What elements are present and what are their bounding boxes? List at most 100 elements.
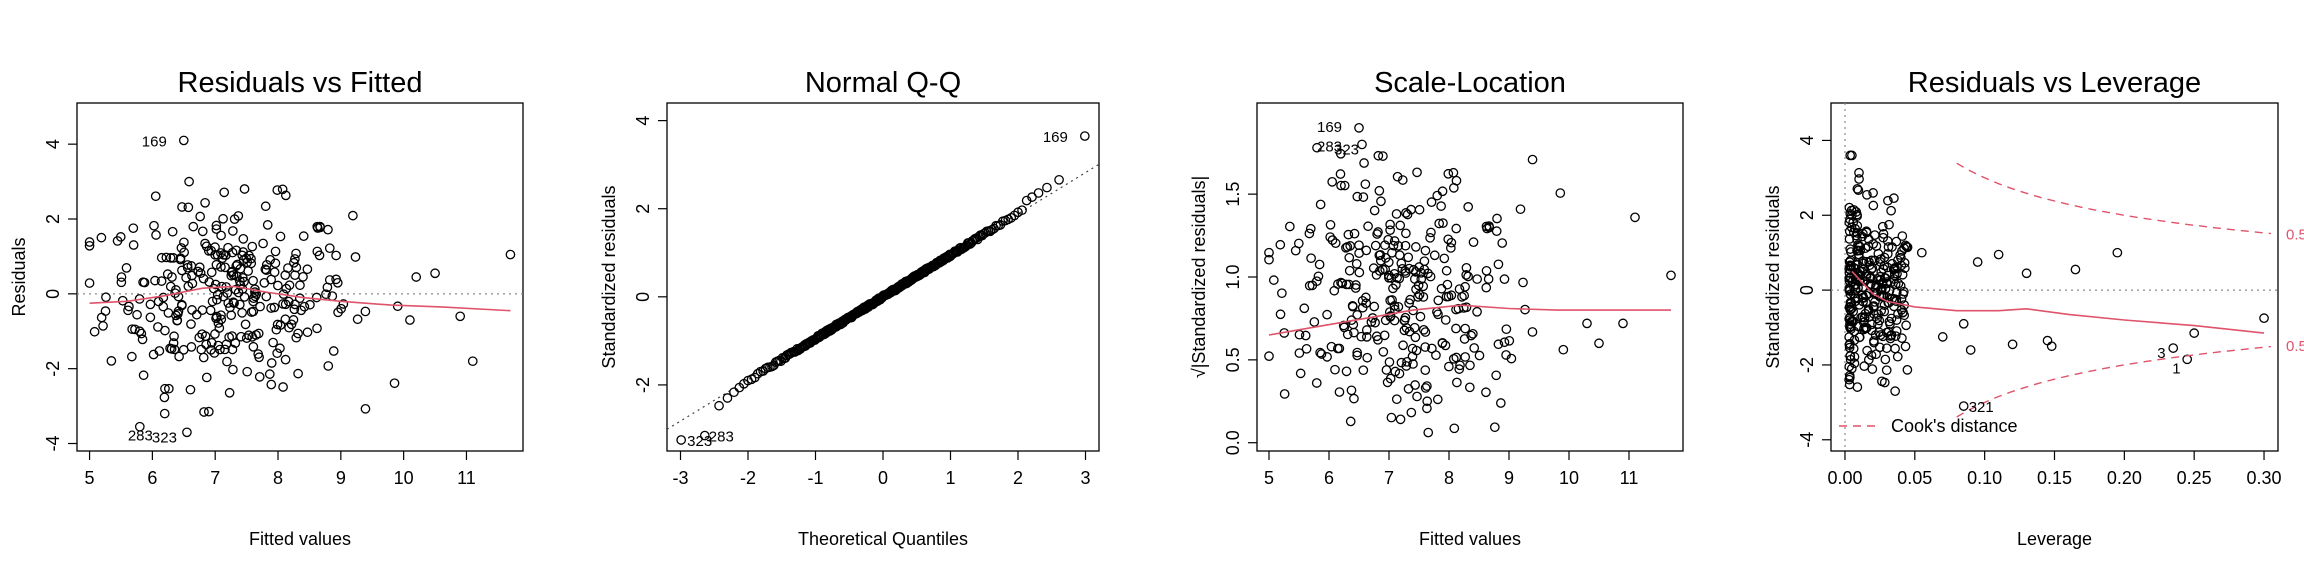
data-point [1497, 238, 1508, 248]
data-point [1459, 290, 1470, 301]
data-point [200, 197, 210, 208]
data-point [1300, 330, 1311, 341]
data-point [1398, 340, 1408, 351]
highlighted-point [178, 135, 189, 146]
y-tick-label: 4 [43, 139, 63, 149]
data-point [1356, 331, 1367, 342]
data-point [1363, 221, 1373, 232]
data-point [1845, 312, 1855, 323]
data-point [216, 314, 227, 325]
data-point [1275, 309, 1286, 320]
data-point [1884, 316, 1895, 327]
data-point [1268, 275, 1279, 285]
data-point [1862, 189, 1872, 200]
data-point [350, 252, 361, 262]
data-point [216, 230, 226, 241]
data-point [161, 252, 172, 263]
data-point [1582, 318, 1592, 329]
data-point [222, 356, 232, 367]
data-point [273, 280, 283, 291]
point-label: 3 [2157, 345, 2165, 362]
data-point [1491, 370, 1502, 381]
data-point [200, 238, 210, 249]
cooks-contour-label: 0.5 [2286, 226, 2304, 243]
data-point [1409, 274, 1420, 284]
data-point [254, 371, 265, 382]
data-point [1315, 347, 1325, 358]
data-point [1460, 323, 1471, 334]
data-point [1870, 330, 1881, 340]
data-point [262, 220, 273, 230]
data-point [1420, 365, 1431, 376]
data-point [168, 338, 179, 348]
data-point [1853, 240, 1863, 250]
data-point [1867, 364, 1878, 374]
data-point [1460, 352, 1471, 362]
x-axis-label: Fitted values [249, 529, 351, 549]
data-point [121, 263, 132, 273]
data-point [289, 257, 299, 268]
y-tick-label: 2 [43, 214, 63, 224]
data-point [405, 315, 415, 325]
data-point [201, 372, 212, 383]
data-point [1446, 237, 1457, 248]
data-point [1881, 365, 1892, 376]
point-label: 1 [2172, 360, 2180, 377]
data-point [1304, 228, 1315, 239]
data-point [1846, 210, 1857, 221]
data-point [1416, 267, 1426, 278]
data-point [1403, 383, 1414, 394]
data-point [145, 312, 156, 323]
data-point [1379, 330, 1390, 341]
data-point [1463, 271, 1473, 282]
data-point [1432, 394, 1443, 405]
x-tick-label: 0.30 [2247, 468, 2282, 488]
panel-title: Residuals vs Leverage [1908, 67, 2201, 99]
data-point [1892, 269, 1902, 279]
data-point [209, 348, 220, 358]
data-point [1499, 274, 1510, 284]
data-point [299, 301, 310, 312]
data-point [1311, 276, 1322, 287]
data-point [266, 379, 277, 390]
data-point [216, 262, 226, 272]
data-point [1415, 311, 1426, 322]
data-point [1388, 240, 1399, 251]
data-point [1335, 169, 1346, 179]
data-point [1404, 263, 1415, 274]
highlighted-point [676, 435, 687, 445]
data-point [1413, 292, 1423, 302]
data-point [201, 339, 212, 350]
y-axis-label: Standardized residuals [1763, 185, 1783, 368]
x-tick-label: 7 [210, 468, 220, 488]
data-point [139, 277, 150, 288]
data-point [1295, 368, 1306, 379]
data-point [331, 250, 341, 261]
data-point [237, 250, 248, 261]
data-point [1425, 271, 1436, 282]
data-point [1443, 234, 1454, 245]
data-point [1863, 305, 1874, 316]
data-point [1360, 179, 1371, 190]
data-point [332, 277, 343, 288]
data-point [163, 308, 174, 318]
data-point [206, 245, 217, 256]
data-point [505, 249, 516, 260]
data-point [1391, 394, 1402, 405]
data-point [1937, 332, 1948, 342]
data-point [321, 289, 331, 300]
data-point [244, 250, 254, 261]
data-point [1361, 325, 1372, 335]
data-point [177, 202, 187, 212]
data-point [123, 305, 133, 316]
data-point [1965, 345, 1976, 355]
data-point [1042, 182, 1052, 193]
data-point [1853, 185, 1864, 196]
data-point [1868, 200, 1879, 211]
data-point [1392, 171, 1403, 182]
point-label: 283 [709, 429, 734, 446]
highlighted-point [1958, 401, 1969, 411]
panel-residuals-vs-leverage: Residuals vs Leverage Leverage Standardi… [1763, 67, 2304, 549]
data-point [1883, 242, 1894, 252]
x-tick-label: 0.25 [2177, 468, 2212, 488]
